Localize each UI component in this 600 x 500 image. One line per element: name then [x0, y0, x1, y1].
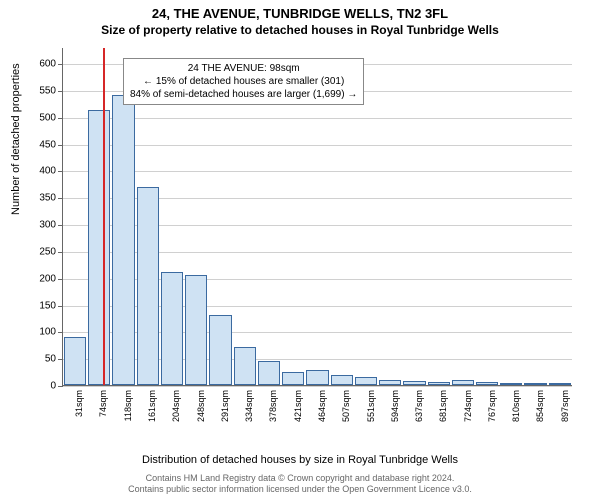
y-tick-label: 500 [26, 112, 56, 123]
x-tick-label: 767sqm [475, 386, 499, 436]
annotation-line: 24 THE AVENUE: 98sqm [130, 62, 357, 75]
y-tick-label: 200 [26, 273, 56, 284]
bar [234, 347, 256, 385]
chart-title: 24, THE AVENUE, TUNBRIDGE WELLS, TN2 3FL [0, 0, 600, 21]
bar [209, 315, 231, 385]
x-axis-title: Distribution of detached houses by size … [0, 454, 600, 466]
x-tick-label: 897sqm [548, 386, 572, 436]
x-tick-label: 204sqm [159, 386, 183, 436]
x-tick-label: 551sqm [353, 386, 377, 436]
chart-area: 24 THE AVENUE: 98sqm← 15% of detached ho… [62, 48, 572, 386]
y-tick-label: 300 [26, 220, 56, 231]
bar [161, 272, 183, 385]
bar [403, 381, 425, 385]
x-tick-label: 118sqm [111, 386, 135, 436]
x-tick-label: 248sqm [183, 386, 207, 436]
y-axis-title: Number of detached properties [10, 63, 22, 215]
y-tick-label: 350 [26, 193, 56, 204]
x-tick-label: 810sqm [499, 386, 523, 436]
bar [88, 110, 110, 385]
x-tick-label: 74sqm [86, 386, 110, 436]
y-tick-label: 50 [26, 354, 56, 365]
annotation-line: 84% of semi-detached houses are larger (… [130, 88, 357, 101]
bar [428, 382, 450, 385]
bar [524, 383, 546, 385]
chart-subtitle: Size of property relative to detached ho… [0, 21, 600, 37]
bar [549, 383, 571, 385]
bar [258, 361, 280, 385]
x-tick-label: 378sqm [256, 386, 280, 436]
y-tick-label: 550 [26, 85, 56, 96]
y-tick-label: 450 [26, 139, 56, 150]
x-tick-label: 681sqm [426, 386, 450, 436]
bar [112, 95, 134, 385]
bar [64, 337, 86, 385]
x-tick-label: 334sqm [232, 386, 256, 436]
footer-line-1: Contains HM Land Registry data © Crown c… [0, 473, 600, 485]
x-tick-label: 291sqm [208, 386, 232, 436]
x-tick-label: 637sqm [402, 386, 426, 436]
y-tick-label: 0 [26, 381, 56, 392]
reference-line [103, 48, 105, 385]
bar [379, 380, 401, 385]
x-tick-label: 854sqm [523, 386, 547, 436]
y-tick-label: 250 [26, 246, 56, 257]
x-tick-label: 464sqm [305, 386, 329, 436]
x-tick-label: 161sqm [135, 386, 159, 436]
y-tick-label: 150 [26, 300, 56, 311]
footer-line-2: Contains public sector information licen… [0, 484, 600, 496]
y-tick-label: 100 [26, 327, 56, 338]
x-tick-label: 507sqm [329, 386, 353, 436]
x-tick-label: 31sqm [62, 386, 86, 436]
x-tick-label: 724sqm [451, 386, 475, 436]
bar [137, 187, 159, 386]
bar [452, 380, 474, 385]
bar [185, 275, 207, 385]
x-tick-label: 421sqm [281, 386, 305, 436]
bar [306, 370, 328, 385]
y-tick-label: 600 [26, 59, 56, 70]
y-tick-label: 400 [26, 166, 56, 177]
bar [476, 382, 498, 385]
x-tick-labels: 31sqm74sqm118sqm161sqm204sqm248sqm291sqm… [62, 386, 572, 436]
annotation-box: 24 THE AVENUE: 98sqm← 15% of detached ho… [123, 58, 364, 105]
x-tick-label: 594sqm [378, 386, 402, 436]
footer-attribution: Contains HM Land Registry data © Crown c… [0, 473, 600, 496]
bar [331, 375, 353, 385]
plot-area: 24 THE AVENUE: 98sqm← 15% of detached ho… [62, 48, 572, 386]
bar [500, 383, 522, 385]
bar [282, 372, 304, 385]
annotation-line: ← 15% of detached houses are smaller (30… [130, 75, 357, 88]
bar [355, 377, 377, 385]
